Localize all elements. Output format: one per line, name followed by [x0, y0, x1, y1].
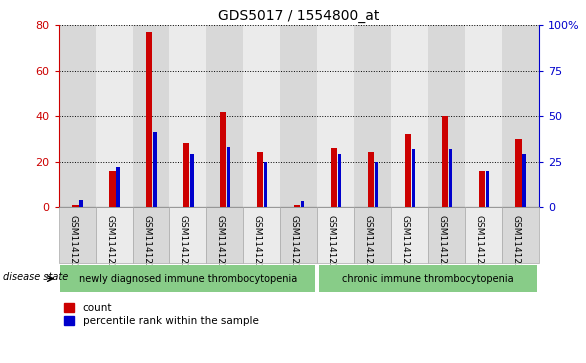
Bar: [523, 154, 526, 207]
Bar: [479, 171, 485, 207]
Bar: [318, 25, 355, 207]
FancyBboxPatch shape: [319, 265, 537, 293]
Bar: [72, 205, 79, 207]
Text: GSM1141226: GSM1141226: [216, 215, 225, 276]
FancyBboxPatch shape: [169, 207, 206, 263]
Text: disease state: disease state: [3, 272, 68, 282]
Bar: [264, 162, 267, 207]
Bar: [391, 25, 428, 207]
Bar: [96, 25, 132, 207]
FancyBboxPatch shape: [280, 207, 318, 263]
FancyBboxPatch shape: [318, 207, 355, 263]
FancyBboxPatch shape: [355, 207, 391, 263]
Text: GSM1141225: GSM1141225: [179, 215, 188, 276]
Bar: [338, 154, 342, 207]
Bar: [404, 134, 411, 207]
Text: GSM1141234: GSM1141234: [512, 215, 520, 276]
FancyBboxPatch shape: [465, 207, 502, 263]
Title: GDS5017 / 1554800_at: GDS5017 / 1554800_at: [218, 9, 380, 23]
Bar: [227, 147, 230, 207]
Bar: [169, 25, 206, 207]
Bar: [116, 167, 120, 207]
Bar: [486, 171, 489, 207]
Text: GSM1141231: GSM1141231: [401, 215, 410, 276]
Bar: [280, 25, 318, 207]
Bar: [441, 116, 448, 207]
Text: chronic immune thrombocytopenia: chronic immune thrombocytopenia: [342, 274, 514, 284]
Bar: [502, 25, 539, 207]
Text: GSM1141229: GSM1141229: [327, 215, 336, 276]
Bar: [355, 25, 391, 207]
Bar: [59, 25, 96, 207]
Bar: [146, 32, 152, 207]
FancyBboxPatch shape: [59, 207, 96, 263]
Text: newly diagnosed immune thrombocytopenia: newly diagnosed immune thrombocytopenia: [79, 274, 297, 284]
Bar: [301, 201, 304, 207]
Bar: [367, 152, 374, 207]
Text: GSM1141227: GSM1141227: [253, 215, 262, 276]
Bar: [190, 154, 193, 207]
Bar: [331, 148, 338, 207]
FancyBboxPatch shape: [132, 207, 169, 263]
Bar: [411, 149, 415, 207]
Bar: [243, 25, 280, 207]
Bar: [206, 25, 243, 207]
Text: GSM1141224: GSM1141224: [142, 215, 151, 276]
Bar: [153, 132, 156, 207]
Bar: [183, 143, 189, 207]
FancyBboxPatch shape: [206, 207, 243, 263]
Bar: [294, 205, 301, 207]
Text: GSM1141228: GSM1141228: [290, 215, 299, 276]
Bar: [428, 25, 465, 207]
FancyBboxPatch shape: [96, 207, 132, 263]
Bar: [374, 162, 379, 207]
Bar: [516, 139, 522, 207]
Bar: [220, 112, 226, 207]
Text: GSM1141230: GSM1141230: [364, 215, 373, 276]
FancyBboxPatch shape: [502, 207, 539, 263]
Bar: [257, 152, 263, 207]
Text: GSM1141222: GSM1141222: [68, 215, 77, 276]
FancyBboxPatch shape: [60, 265, 315, 293]
FancyBboxPatch shape: [391, 207, 428, 263]
Bar: [79, 200, 83, 207]
Bar: [465, 25, 502, 207]
Bar: [109, 171, 115, 207]
Text: GSM1141223: GSM1141223: [105, 215, 114, 276]
Text: GSM1141232: GSM1141232: [438, 215, 447, 276]
FancyBboxPatch shape: [428, 207, 465, 263]
Legend: count, percentile rank within the sample: count, percentile rank within the sample: [64, 303, 258, 326]
Bar: [448, 149, 452, 207]
FancyBboxPatch shape: [243, 207, 280, 263]
Text: GSM1141233: GSM1141233: [475, 215, 483, 276]
Bar: [132, 25, 169, 207]
